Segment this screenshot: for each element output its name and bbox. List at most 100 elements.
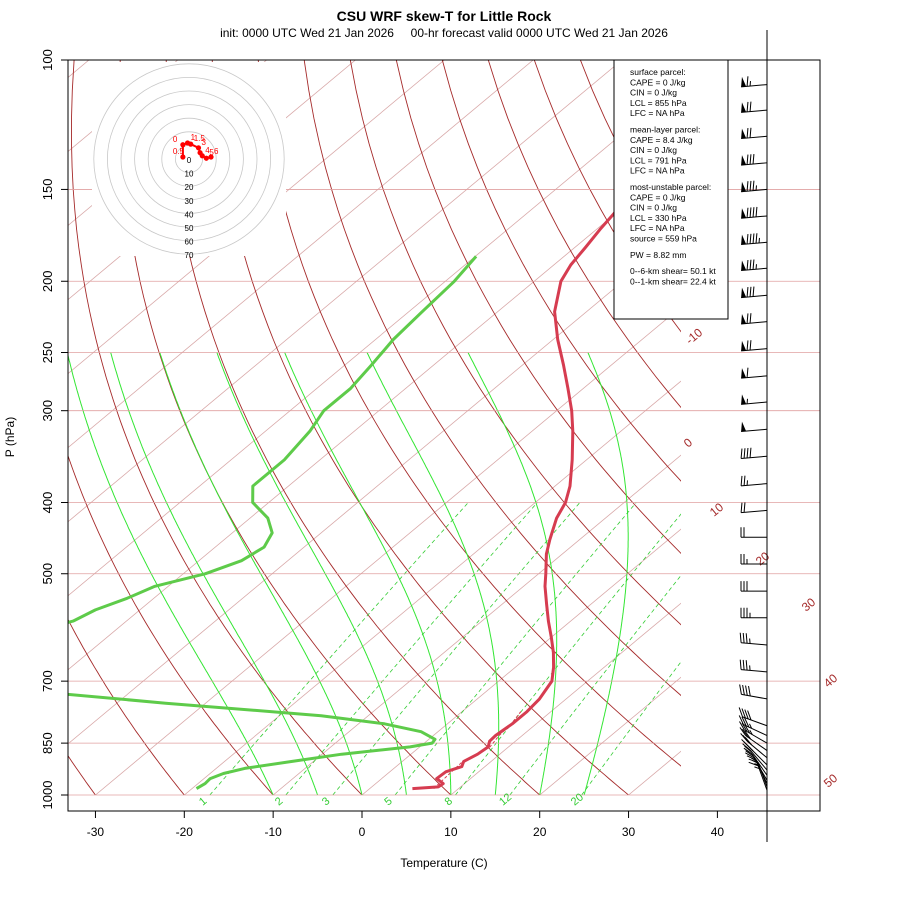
barb-pennant	[741, 128, 747, 139]
barb-flag	[746, 287, 749, 298]
stats-line: CIN = 0 J/kg	[630, 203, 677, 213]
hodograph-point-label: 5	[209, 148, 214, 157]
dry-adiabat-label: 0	[681, 435, 695, 450]
mixing-ratio-line	[455, 513, 681, 795]
x-tick-label: -20	[176, 825, 194, 839]
wind-barb	[741, 206, 768, 219]
hodograph-point	[203, 155, 209, 161]
wind-barb	[741, 340, 768, 352]
dry-adiabat-label: -10	[683, 325, 706, 347]
isotherm	[68, 60, 534, 449]
barb-half-flag	[749, 730, 753, 735]
hodograph-point	[188, 141, 194, 147]
barb-pennant	[741, 260, 747, 271]
y-tick-label: 150	[40, 179, 55, 201]
barb-pennant	[741, 287, 747, 298]
barb-flag	[746, 181, 749, 192]
x-tick-label: 30	[622, 825, 636, 839]
hodograph-ring	[107, 77, 271, 241]
barb-half-flag	[749, 723, 753, 729]
hodograph-ring	[134, 104, 244, 214]
barb-flag	[746, 154, 749, 165]
barb-staff	[741, 642, 768, 646]
x-tick-label: 40	[711, 825, 725, 839]
parcel-line	[433, 711, 522, 789]
barb-flag	[746, 233, 749, 245]
barb-flag	[741, 722, 748, 732]
barb-flag	[752, 259, 755, 270]
hodograph-ring	[120, 90, 258, 228]
mixing-ratio-line	[394, 502, 637, 795]
isotherm	[272, 454, 681, 795]
hodograph-ring-label: 70	[185, 251, 194, 260]
hodograph-point-label: 1	[191, 133, 196, 142]
barb-staff	[741, 693, 768, 700]
barb-staff	[741, 294, 768, 299]
barb-staff	[741, 483, 768, 487]
wind-barb	[740, 502, 768, 514]
stats-line: LFC = NA hPa	[630, 166, 685, 176]
wind-barb	[741, 367, 768, 379]
barb-flag	[746, 755, 757, 761]
moist-adiabat	[467, 352, 558, 795]
barb-flag	[740, 502, 743, 513]
wind-barb	[740, 527, 767, 538]
dry-adiabat	[68, 618, 185, 795]
hodograph-point	[208, 154, 214, 160]
barb-staff	[741, 509, 768, 514]
stats-box-frame	[613, 59, 729, 320]
dry-adiabat	[395, 60, 681, 555]
barb-flag	[749, 127, 752, 138]
hodograph-ring-label: 0	[187, 156, 192, 165]
stats-line: most-unstable parcel:	[630, 182, 711, 192]
wind-barb	[740, 447, 768, 459]
wind-barb	[741, 154, 768, 166]
barb-flag	[748, 685, 751, 697]
barb-flag	[747, 710, 752, 721]
stats-line: CAPE = 0 J/kg	[630, 192, 686, 202]
barb-flag	[738, 715, 744, 725]
barb-staff	[751, 753, 768, 776]
y-tick-label: 100	[40, 49, 55, 71]
y-tick-label: 700	[40, 670, 55, 692]
barb-flag	[745, 685, 748, 696]
mixing-ratio-label: 1	[197, 795, 209, 808]
stats-line: LCL = 791 hPa	[630, 155, 687, 165]
stats-line: surface parcel:	[630, 67, 686, 77]
barb-staff	[741, 241, 768, 246]
stats-line: CIN = 0 J/kg	[630, 88, 677, 98]
hodograph-ring-label: 30	[185, 197, 194, 206]
barb-flag	[755, 233, 758, 244]
wind-barb	[741, 421, 768, 433]
stats-line: 0--6-km shear= 50.1 kt	[630, 266, 716, 276]
barb-flag	[749, 154, 752, 165]
stats-line: mean-layer parcel:	[630, 125, 700, 135]
dry-adiabat	[68, 454, 274, 795]
hodograph-ring-label: 50	[185, 224, 194, 233]
barb-flag	[749, 286, 752, 297]
y-tick-label: 300	[40, 400, 55, 422]
barb-staff	[744, 729, 768, 744]
barb-flag	[745, 660, 748, 671]
wind-barb	[740, 475, 768, 487]
barb-flag	[740, 448, 743, 459]
moist-adiabat	[110, 352, 319, 795]
dry-adiabat	[257, 60, 681, 767]
barb-flag	[739, 727, 747, 736]
barb-flag	[738, 707, 744, 718]
wind-barb	[748, 761, 768, 791]
dry-adiabat	[718, 60, 900, 811]
hodograph-ring-label: 10	[185, 170, 194, 179]
dry-adiabat	[764, 60, 900, 811]
barb-flag	[742, 659, 745, 670]
barb-flag	[739, 659, 742, 670]
mixing-ratio-line	[209, 502, 469, 795]
hodograph-ring	[147, 117, 231, 201]
stats-line: 0--1-km shear= 22.4 kt	[630, 276, 716, 286]
barb-pennant	[741, 181, 747, 192]
hodograph-ring	[161, 131, 217, 187]
barb-half-flag	[754, 766, 760, 770]
barb-flag	[739, 684, 742, 695]
